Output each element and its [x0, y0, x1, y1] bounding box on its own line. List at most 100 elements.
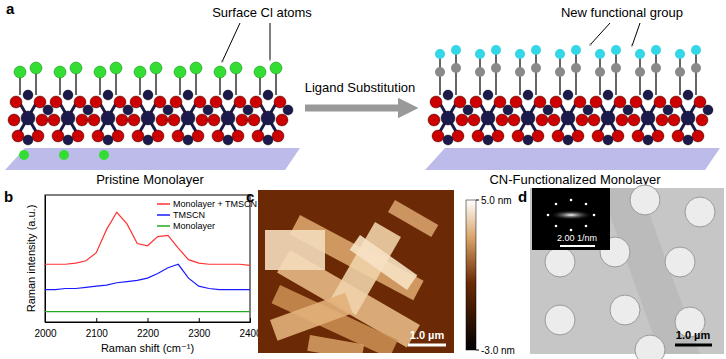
atom	[114, 96, 126, 108]
cl-atom	[254, 66, 266, 78]
nitrogen-atom	[555, 49, 565, 59]
flake	[270, 293, 353, 341]
cl-atom	[70, 62, 82, 74]
atom	[83, 105, 93, 115]
cl-atom	[54, 66, 66, 78]
atom	[250, 96, 262, 108]
atom	[428, 114, 440, 126]
inset-scale-bar	[560, 245, 595, 247]
atom	[234, 96, 246, 108]
carbon-atom	[491, 63, 501, 73]
nitrogen-atom	[691, 45, 701, 55]
atom	[8, 114, 20, 126]
atom	[112, 130, 124, 142]
scale-bar-label: 1.0 µm	[410, 329, 445, 341]
annotation: New functional group	[561, 5, 683, 20]
annotation-arrow	[632, 23, 640, 46]
colorbar-label: -3.0 nm	[481, 345, 515, 356]
x-tick-mark	[148, 318, 149, 322]
atom	[50, 96, 62, 108]
carbon-atom	[691, 63, 701, 73]
atom	[52, 130, 64, 142]
nitrogen-atom	[435, 49, 445, 59]
cl-atom	[270, 62, 282, 74]
atom	[472, 130, 484, 142]
caption: Pristine Monolayer	[96, 172, 204, 187]
carbon-atom	[611, 63, 621, 73]
cl-atom	[94, 66, 106, 78]
cl-atom	[190, 62, 202, 74]
atom	[23, 135, 33, 145]
legend-swatch	[157, 203, 170, 205]
nitrogen-atom	[675, 49, 685, 59]
atom	[468, 114, 480, 126]
atom	[512, 130, 524, 142]
panel-c: 1.0 µm5.0 nm-3.0 nm	[258, 190, 515, 359]
atom	[601, 111, 615, 125]
x-tick-label: 2200	[137, 328, 160, 339]
atom	[454, 96, 466, 108]
tem-background	[530, 188, 724, 354]
atom	[563, 90, 573, 100]
atom	[10, 96, 22, 108]
atom	[101, 111, 115, 125]
nitrogen-atom	[491, 45, 501, 55]
panel-b: 20002100220023002400Raman shift (cm⁻¹)Ra…	[25, 195, 262, 354]
atom	[481, 111, 495, 125]
atom	[236, 114, 248, 126]
hole	[545, 305, 575, 335]
diffraction-spot	[585, 203, 588, 206]
arrow-label: Ligand Substitution	[305, 80, 416, 95]
atom	[274, 96, 286, 108]
diffraction-spot	[555, 203, 558, 206]
cl-atom	[134, 66, 146, 78]
carbon-atom	[531, 63, 541, 73]
atom	[223, 135, 233, 145]
atom	[116, 114, 128, 126]
atom	[90, 96, 102, 108]
atom	[603, 135, 613, 145]
carbon-atom	[675, 67, 685, 77]
atom	[210, 96, 222, 108]
cl-atom	[59, 150, 69, 160]
cl-atom	[174, 66, 186, 78]
atom	[232, 130, 244, 142]
atom	[163, 105, 173, 115]
atom	[643, 135, 653, 145]
atom	[523, 135, 533, 145]
atom	[536, 114, 548, 126]
atom	[61, 111, 75, 125]
atom	[694, 96, 706, 108]
legend: Monolayer + TMSCNTMSCNMonolayer	[157, 199, 257, 231]
substitution-arrow	[305, 105, 408, 112]
atom	[432, 130, 444, 142]
atom	[641, 111, 655, 125]
atom	[452, 130, 464, 142]
atom	[523, 90, 533, 100]
atom	[252, 130, 264, 142]
atom	[503, 105, 513, 115]
x-tick-label: 2300	[188, 328, 211, 339]
atom	[561, 111, 575, 125]
nitrogen-atom	[651, 45, 661, 55]
atom	[510, 96, 522, 108]
atom	[552, 130, 564, 142]
atom	[208, 114, 220, 126]
cl-atom	[110, 62, 122, 74]
series-line	[45, 264, 250, 289]
atom	[72, 130, 84, 142]
atom	[223, 90, 233, 100]
carbon-atom	[635, 67, 645, 77]
inset-scale-label: 2.00 1/nm	[557, 233, 597, 243]
y-axis-title: Raman intensity (a.u.)	[25, 205, 37, 313]
atom	[154, 96, 166, 108]
atom	[576, 114, 588, 126]
hole	[630, 185, 660, 215]
atom	[548, 114, 560, 126]
legend-label: TMSCN	[173, 210, 205, 220]
colorbar-tick	[476, 350, 479, 351]
atom	[23, 90, 33, 100]
atom	[123, 105, 133, 115]
atom	[63, 90, 73, 100]
atom	[612, 130, 624, 142]
